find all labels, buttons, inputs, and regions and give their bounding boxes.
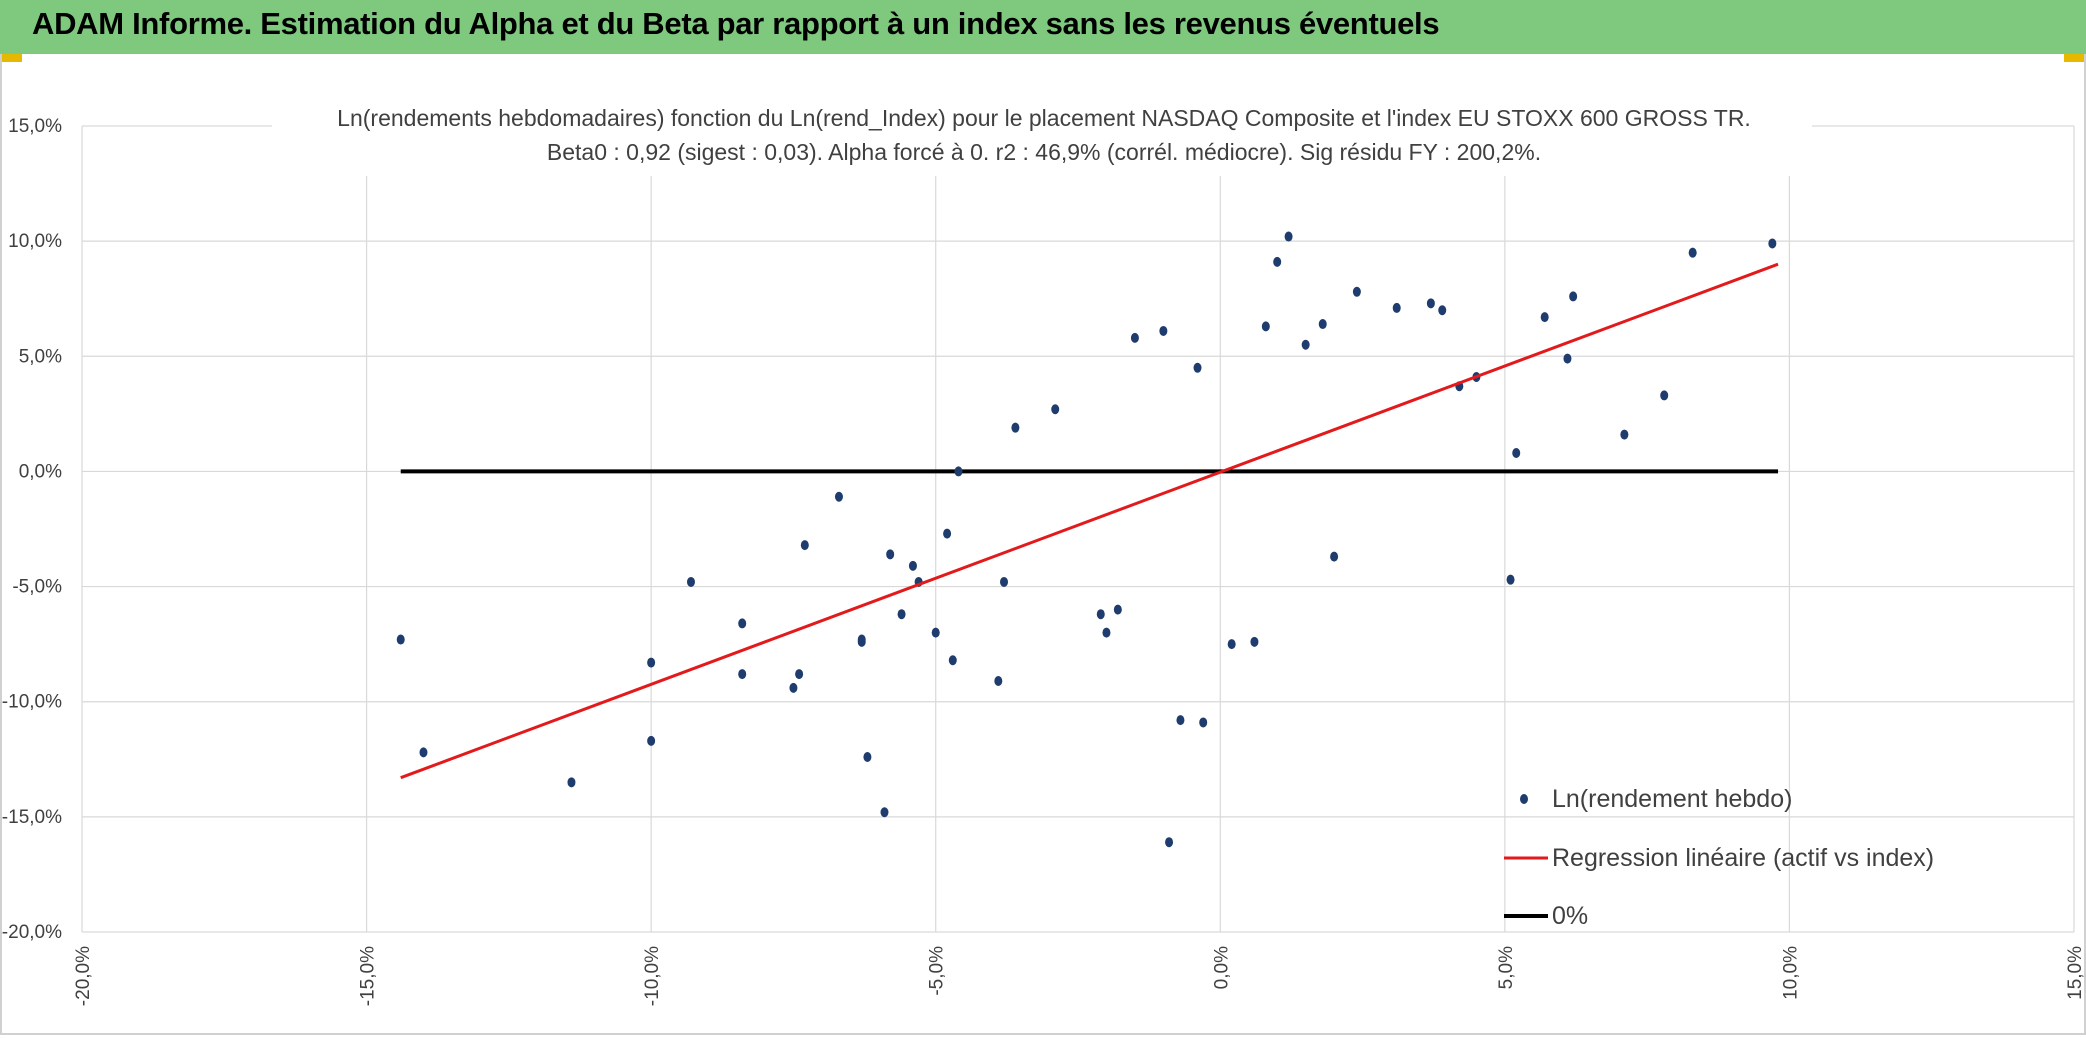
data-point: [1159, 325, 1168, 336]
data-point: [419, 747, 428, 758]
data-point: [1318, 319, 1327, 330]
chart-area: 15,0% 10,0% 5,0% 0,0% -5,0% -10,0% -15,0% -20,0…: [0, 54, 2086, 1035]
x-tick-label: -5,0%: [927, 946, 948, 996]
legend-label-regression: Regression linéaire (actif vs index): [1552, 844, 1934, 872]
x-tick-label: 0,0%: [1211, 946, 1232, 989]
data-point: [863, 751, 872, 762]
data-point: [1102, 627, 1111, 638]
data-point: [396, 634, 405, 645]
data-point: [1193, 362, 1202, 373]
data-point: [1284, 231, 1293, 242]
x-tick-label: 10,0%: [1780, 946, 1801, 1000]
y-tick-label: -20,0%: [2, 922, 62, 943]
data-point: [948, 655, 957, 666]
data-point: [931, 627, 940, 638]
y-tick-label: 0,0%: [19, 461, 62, 482]
scatter-chart: 15,0% 10,0% 5,0% 0,0% -5,0% -10,0% -15,0% -20,0…: [2, 92, 2086, 1006]
legend-label-scatter: Ln(rendement hebdo): [1552, 785, 1792, 813]
data-point: [954, 466, 963, 477]
y-tick-label: 5,0%: [19, 346, 62, 367]
data-point: [1438, 305, 1447, 316]
y-tick-label: 10,0%: [8, 231, 62, 252]
data-point: [943, 528, 952, 539]
data-point: [897, 609, 906, 620]
data-point: [795, 669, 804, 680]
data-points: [396, 231, 1777, 848]
y-tick-label: -10,0%: [2, 692, 62, 713]
y-tick-label: -15,0%: [2, 807, 62, 828]
data-point: [1165, 837, 1174, 848]
legend-item-zero: 0%: [1504, 902, 1588, 930]
report-title: ADAM Informe. Estimation du Alpha et du …: [32, 6, 1440, 41]
data-point: [647, 657, 656, 668]
data-point: [1113, 604, 1122, 615]
data-point: [1392, 302, 1401, 313]
report-banner: ADAM Informe. Estimation du Alpha et du …: [0, 0, 2086, 54]
data-point: [1096, 609, 1105, 620]
x-tick-label: -15,0%: [358, 946, 379, 1006]
data-point: [1011, 422, 1020, 433]
data-point: [1563, 353, 1572, 364]
data-point: [1261, 321, 1270, 332]
data-point: [1660, 390, 1669, 401]
legend-label-zero: 0%: [1552, 902, 1588, 930]
chart-title: Ln(rendements hebdomadaires) fonction du…: [337, 105, 1751, 131]
data-point: [1227, 639, 1236, 650]
legend: Ln(rendement hebdo) Regression linéaire …: [1504, 785, 1934, 930]
data-point: [886, 549, 895, 560]
data-point: [1426, 298, 1435, 309]
tick-labels: 15,0% 10,0% 5,0% 0,0% -5,0% -10,0% -15,0% -20,0…: [2, 116, 2086, 1006]
x-tick-label: -20,0%: [73, 946, 94, 1006]
data-point: [1000, 576, 1009, 587]
data-point: [1540, 312, 1549, 323]
x-tick-label: -10,0%: [642, 946, 663, 1006]
data-point: [1768, 238, 1777, 249]
data-point: [1301, 339, 1310, 350]
regression-layer: [400, 262, 1779, 780]
data-point: [834, 491, 843, 502]
data-point: [1330, 551, 1339, 562]
x-tick-label: 5,0%: [1496, 946, 1517, 989]
data-point: [1250, 636, 1259, 647]
data-point: [1506, 574, 1515, 585]
data-point: [1620, 429, 1629, 440]
data-point: [1273, 256, 1282, 267]
data-point: [1512, 448, 1521, 459]
data-point: [738, 618, 747, 629]
data-point: [880, 807, 889, 818]
data-point: [908, 560, 917, 571]
data-point: [738, 669, 747, 680]
data-point: [1688, 247, 1697, 258]
data-point: [1130, 332, 1139, 343]
data-point: [1199, 717, 1208, 728]
chart-subtitle: Beta0 : 0,92 (sigest : 0,03). Alpha forc…: [547, 139, 1541, 165]
data-point: [1051, 404, 1060, 415]
title-backdrop: [272, 92, 1812, 176]
data-point: [789, 682, 798, 693]
data-point: [647, 735, 656, 746]
x-tick-label: 15,0%: [2065, 946, 2084, 1000]
y-tick-label: -5,0%: [12, 577, 62, 598]
data-point: [1352, 286, 1361, 297]
corner-marker-right: [2064, 54, 2086, 62]
y-tick-label: 15,0%: [8, 116, 62, 137]
data-point: [857, 636, 866, 647]
legend-item-scatter: Ln(rendement hebdo): [1520, 785, 1792, 813]
data-point: [686, 576, 695, 587]
regression-line: [400, 262, 1779, 780]
data-point: [1176, 715, 1185, 726]
data-point: [567, 777, 576, 788]
data-point: [800, 540, 809, 551]
legend-item-regression: Regression linéaire (actif vs index): [1504, 844, 1934, 872]
legend-marker-scatter: [1520, 794, 1528, 804]
corner-marker-left: [0, 54, 22, 62]
data-point: [1569, 291, 1578, 302]
data-point: [994, 675, 1003, 686]
